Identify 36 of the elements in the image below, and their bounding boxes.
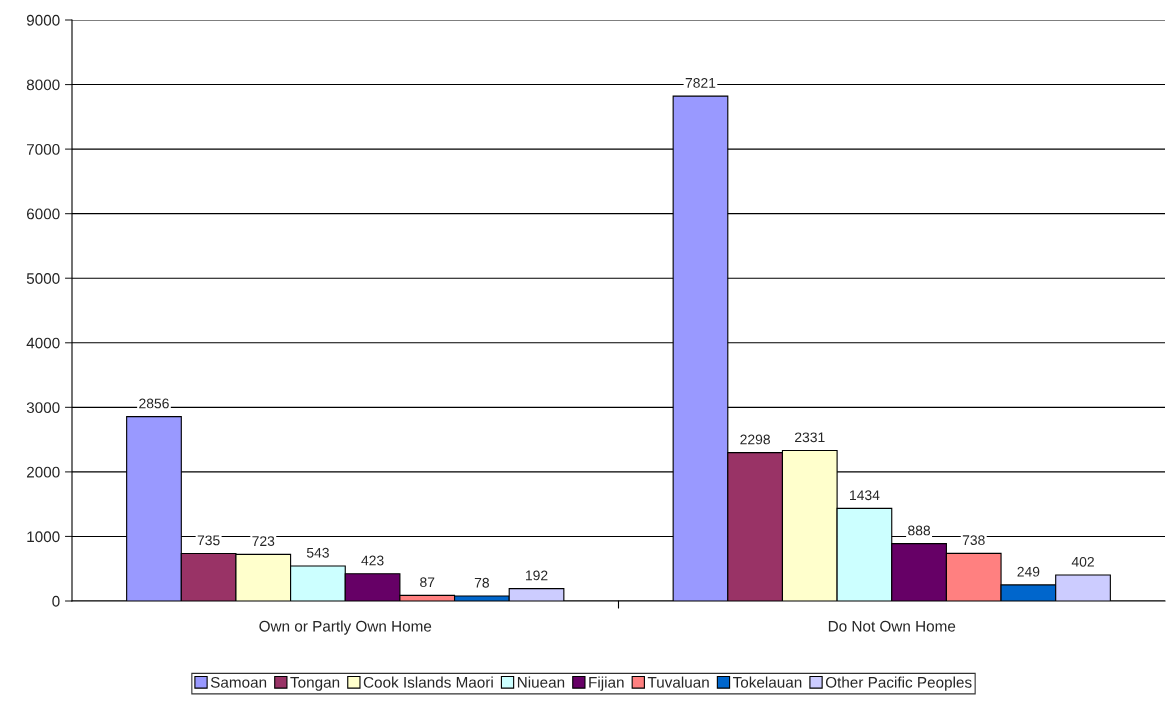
y-tick-label: 7000 (26, 143, 60, 155)
data-label: 2331 (795, 432, 825, 443)
data-label: 402 (1071, 556, 1094, 567)
data-label: 249 (1017, 566, 1040, 577)
x-tick-label: Own or Partly Own Home (259, 620, 432, 635)
data-label: 735 (197, 535, 220, 546)
legend-label: Cook Islands Maori (363, 676, 493, 688)
data-label: 7821 (685, 77, 716, 88)
y-tick-label: 8000 (26, 79, 60, 91)
legend-label: Tokelauan (732, 676, 802, 688)
y-tick-label: 9000 (26, 14, 60, 26)
y-tick-label: 1000 (27, 531, 60, 543)
y-tick-label: 4000 (26, 337, 60, 349)
legend-label: Niuean (517, 676, 565, 688)
data-label: 2298 (740, 434, 770, 445)
y-tick-label: 0 (52, 595, 60, 607)
legend-label: Tuvaluan (647, 676, 709, 688)
y-tick-label: 6000 (26, 208, 60, 220)
y-tick-label: 2000 (26, 466, 60, 478)
y-tick-label: 5000 (26, 273, 60, 284)
data-label: 1434 (850, 490, 880, 501)
data-label: 738 (962, 535, 985, 546)
data-label: 543 (306, 547, 329, 558)
data-label: 87 (420, 577, 435, 588)
legend-label: Fijian (589, 676, 624, 691)
x-tick-label: Do Not Own Home (828, 620, 956, 632)
data-label: 192 (526, 570, 548, 581)
data-label: 888 (908, 525, 931, 536)
data-label: 723 (252, 536, 275, 547)
legend-label: Samoan (210, 676, 267, 688)
data-label: 2856 (139, 398, 169, 409)
y-tick-label: 3000 (26, 402, 60, 414)
data-label: 78 (474, 577, 489, 588)
legend-label: Tongan (290, 677, 340, 691)
data-label: 423 (361, 555, 384, 566)
legend-label: Other Pacific Peoples (825, 676, 972, 691)
